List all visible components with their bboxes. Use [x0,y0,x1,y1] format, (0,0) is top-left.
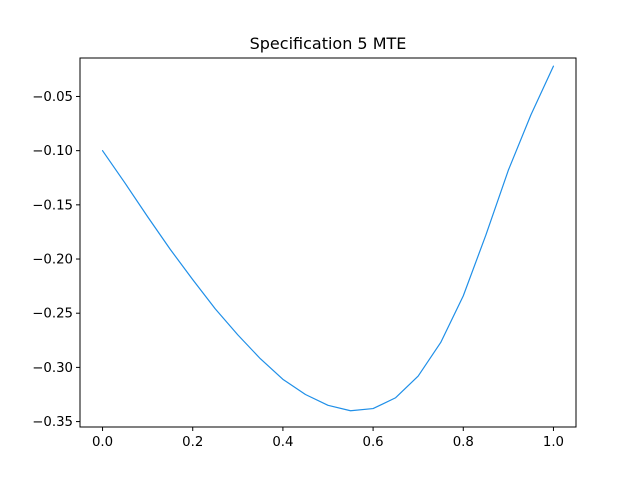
x-tick-label: 0.0 [92,435,113,450]
x-tick-label: 0.4 [272,435,293,450]
chart-title: Specification 5 MTE [250,34,407,53]
plot-area [101,65,555,412]
y-tick-label: −0.35 [32,415,73,430]
series-line-1 [101,65,555,412]
y-axis: −0.05 −0.10 −0.15 −0.20 −0.25 −0.30 −0.35 [32,90,80,430]
x-tick-label: 0.2 [182,435,203,450]
y-tick-label: −0.30 [32,361,73,376]
x-tick-label: 0.8 [453,435,474,450]
x-tick-label: 0.6 [363,435,384,450]
x-axis: 0.0 0.2 0.4 0.6 0.8 1.0 [92,427,564,450]
y-tick-label: −0.15 [32,198,73,213]
axes-frame [79,57,577,428]
y-tick-label: −0.05 [32,90,73,105]
x-tick-label: 1.0 [543,435,564,450]
y-tick-label: −0.10 [32,144,73,159]
y-tick-label: −0.20 [32,253,73,268]
y-tick-label: −0.25 [32,307,73,322]
